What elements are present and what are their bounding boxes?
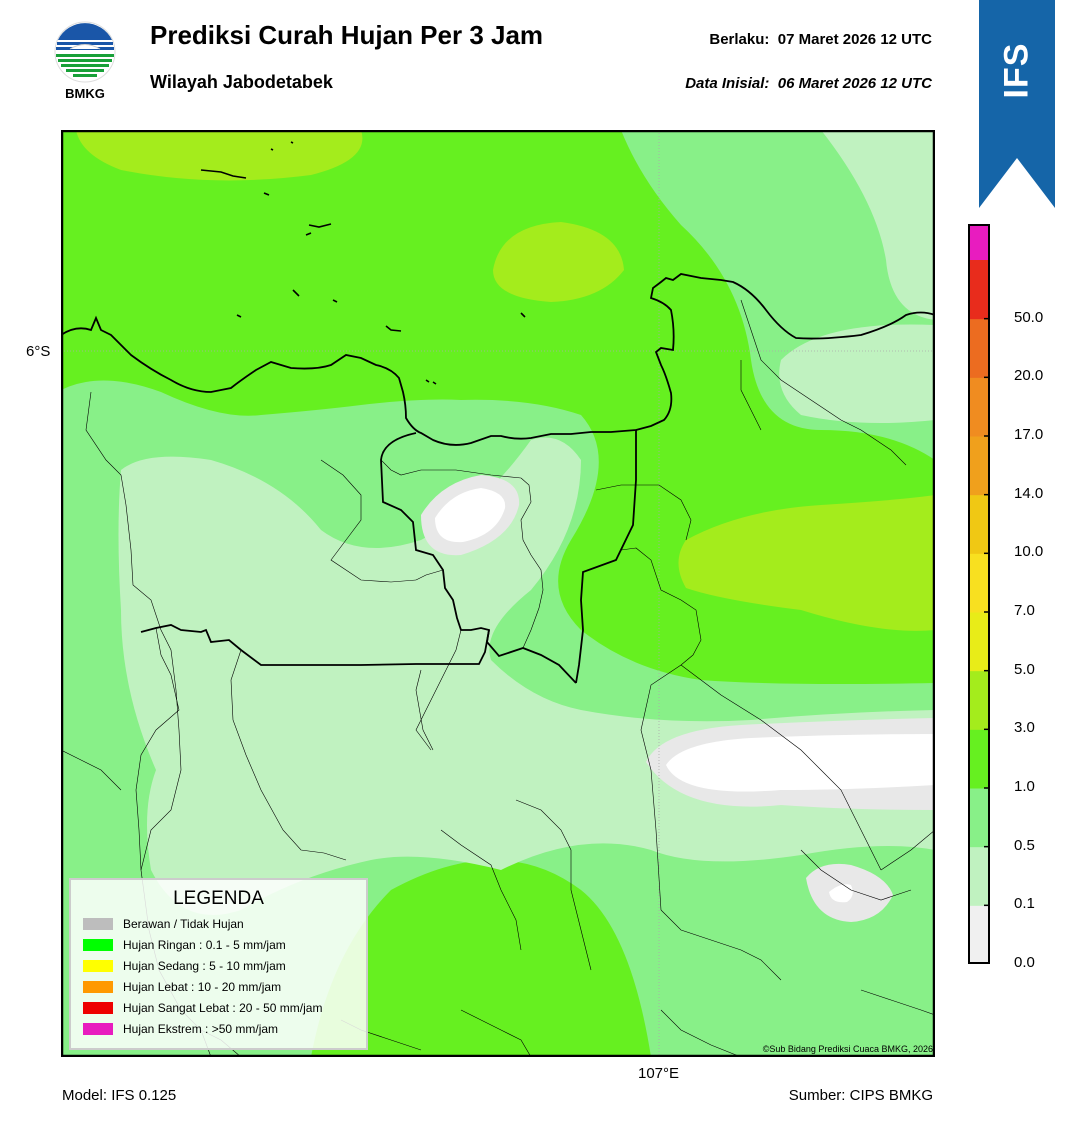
legend-swatch-light [83,939,113,951]
page-subtitle: Wilayah Jabodetabek [150,72,333,92]
colorbar-segment [968,318,990,378]
legend-label-light: Hujan Ringan : 0.1 - 5 mm/jam [123,938,286,952]
valid-value: 07 Maret 2026 12 UTC [777,31,932,48]
valid-label: Berlaku: [709,31,770,48]
colorbar-frame [968,224,990,964]
colorbar-tick-label: 0.0 [1014,954,1035,971]
legend-item-moderate: Hujan Sedang : 5 - 10 mm/jam [83,958,286,974]
latitude-label: 6°S [26,343,51,360]
colorbar-tick-label: 1.0 [1014,778,1035,795]
legend-swatch-extreme [83,1023,113,1035]
page-title: Prediksi Curah Hujan Per 3 Jam [150,20,544,50]
legend-box: LEGENDA Berawan / Tidak Hujan Hujan Ring… [69,878,368,1050]
copyright-text: ©Sub Bidang Prediksi Cuaca BMKG, 2026 [763,1044,933,1054]
legend-label-extreme: Hujan Ekstrem : >50 mm/jam [123,1022,279,1036]
colorbar-tick-label: 50.0 [1014,308,1044,326]
legend-item-light: Hujan Ringan : 0.1 - 5 mm/jam [83,937,286,953]
model-label: Model: IFS 0.125 [62,1087,177,1104]
legend-label-very-heavy: Hujan Sangat Lebat : 20 - 50 mm/jam [123,1001,323,1015]
init-time: Data Inisial: 06 Maret 2026 12 UTC [685,75,932,92]
contour-dry-east-inner [666,734,935,792]
colorbar-segment [968,436,990,496]
legend-swatch-heavy [83,981,113,993]
contour-dry-se-inner [829,884,853,903]
legend-label-moderate: Hujan Sedang : 5 - 10 mm/jam [123,959,286,973]
legend-item-very-heavy: Hujan Sangat Lebat : 20 - 50 mm/jam [83,1000,322,1016]
legend-item-heavy: Hujan Lebat : 10 - 20 mm/jam [83,979,281,995]
contour-dry-center-inner [435,488,506,543]
colorbar-tick-label: 3.0 [1014,719,1035,737]
contour-light-ne-inner [779,324,935,424]
legend-label-heavy: Hujan Lebat : 10 - 20 mm/jam [123,980,282,994]
colorbar-segment [968,494,990,554]
colorbar-segment [968,846,990,906]
colorbar-tick-label: 20.0 [1014,367,1044,385]
longitude-label: 107°E [638,1065,680,1082]
contour-heavy-north [493,222,624,302]
colorbar-segment [968,788,990,848]
colorbar-segment [968,553,990,613]
contour-heavy-east [678,495,935,631]
colorbar-tick-label: 0.5 [1014,836,1035,854]
colorbar-segment [968,670,990,730]
colorbar-tick-label: 7.0 [1014,602,1035,619]
colorbar-tick-label: 10.0 [1014,543,1044,561]
model-ribbon [979,0,1055,208]
colorbar-segment [968,377,990,437]
legend-swatch-moderate [83,960,113,972]
colorbar-tick-label: 17.0 [1014,426,1044,443]
logo-text: BMKG [65,86,105,101]
coastline [61,273,935,446]
legend-item-cloudy: Berawan / Tidak Hujan [83,916,244,932]
ribbon-label: IFS [997,42,1036,98]
colorbar [968,224,990,964]
colorbar-tick-label: 14.0 [1014,484,1044,502]
colorbar-tick-label: 0.1 [1014,895,1035,913]
init-label: Data Inisial: [685,75,770,92]
colorbar-segment-top [968,224,990,260]
source-label: Sumber: CIPS BMKG [788,1087,933,1104]
legend-swatch-very-heavy [83,1002,113,1014]
colorbar-segment [968,729,990,789]
legend-item-extreme: Hujan Ekstrem : >50 mm/jam [83,1021,278,1037]
colorbar-tick-label: 5.0 [1014,660,1035,678]
map-frame [61,130,935,1057]
legend-title: LEGENDA [173,888,264,909]
legend-swatch-cloudy [83,918,113,930]
legend-label-cloudy: Berawan / Tidak Hujan [123,917,244,931]
islands [200,141,526,385]
init-value: 06 Maret 2026 12 UTC [777,75,932,92]
bmkg-logo-icon [54,21,116,83]
colorbar-segment [968,905,990,964]
contour-verylight-ne [821,130,935,320]
colorbar-segment [968,612,990,672]
valid-time: Berlaku: 07 Maret 2026 12 UTC [709,31,932,48]
colorbar-segment [968,260,990,320]
